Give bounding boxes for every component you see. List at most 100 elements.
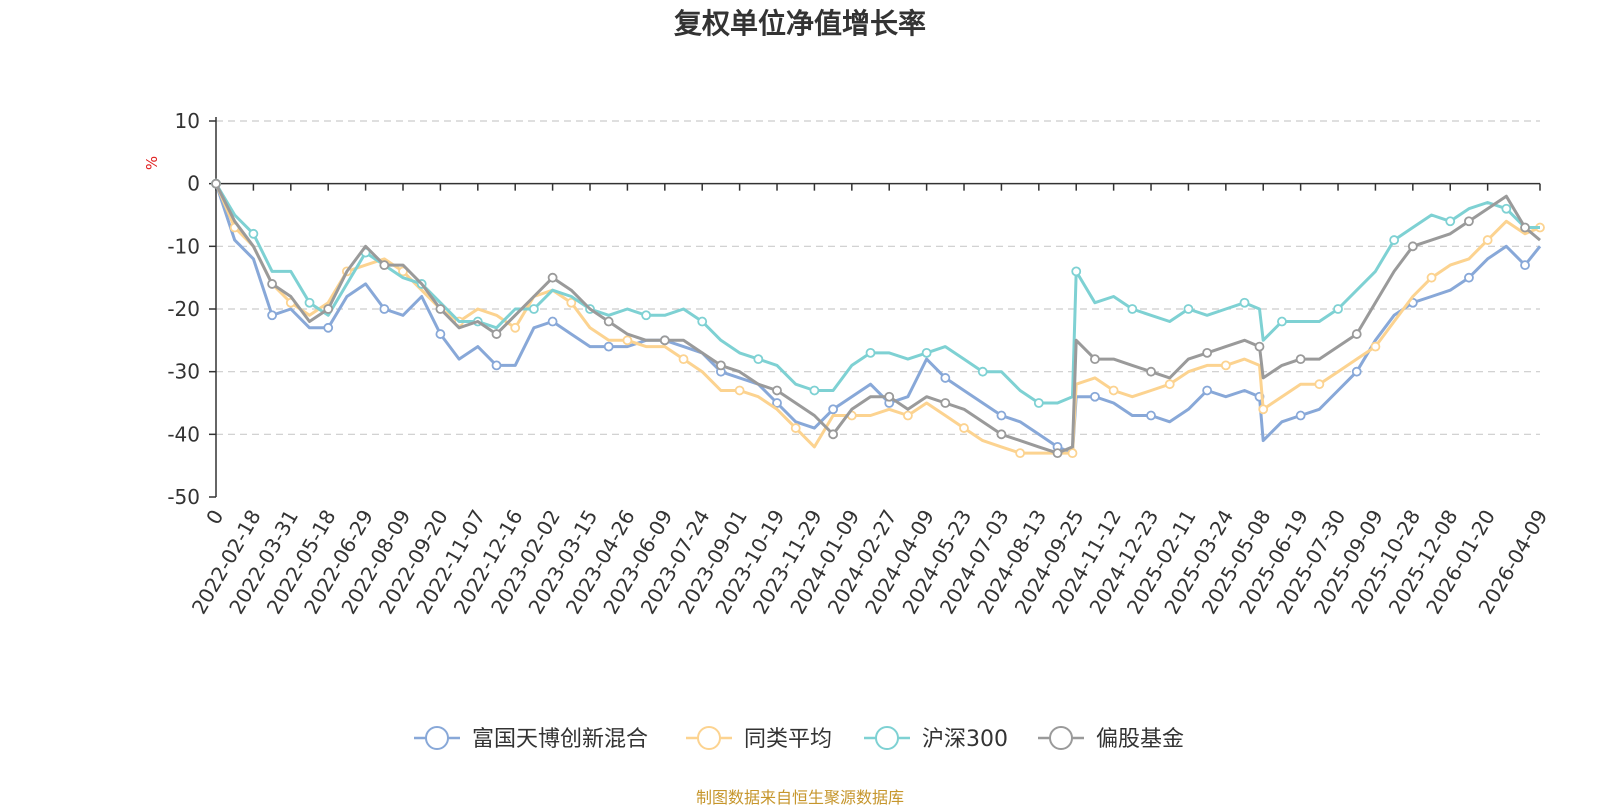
data-point	[1090, 354, 1100, 365]
data-point	[1351, 329, 1362, 339]
legend-label: 偏股基金	[1096, 727, 1184, 752]
data-point	[1067, 448, 1078, 459]
series-lines	[211, 178, 1545, 459]
data-point	[398, 266, 408, 277]
data-point	[996, 429, 1007, 440]
data-point	[1239, 297, 1250, 308]
data-point	[977, 366, 988, 377]
data-point	[1202, 385, 1213, 396]
data-point	[940, 398, 951, 408]
data-point	[903, 410, 913, 421]
data-point	[659, 335, 670, 346]
data-point	[1520, 260, 1530, 271]
legend-label: 沪深300	[922, 727, 1008, 752]
data-point	[734, 385, 745, 396]
source-note: 制图数据来自恒生聚源数据库	[695, 788, 904, 807]
data-point	[323, 304, 334, 314]
legend-item[interactable]: 沪深300	[864, 726, 1008, 752]
data-point	[1071, 266, 1082, 277]
data-point	[1015, 448, 1026, 459]
series-line	[214, 183, 1541, 455]
data-point	[603, 341, 614, 352]
data-point	[547, 316, 558, 327]
legend-item[interactable]: 富国天博创新混合	[414, 726, 648, 752]
legend[interactable]: 富国天博创新混合 同类平均 沪深300 偏股基金	[414, 726, 1184, 752]
data-point	[267, 279, 278, 289]
data-point	[1445, 216, 1456, 227]
data-point	[1146, 410, 1156, 421]
legend-marker	[425, 726, 449, 750]
legend-item[interactable]: 偏股基金	[1038, 726, 1184, 752]
data-point	[603, 316, 614, 327]
y-tick-label: -50	[167, 485, 200, 509]
y-tick-label: -30	[167, 360, 200, 384]
data-point	[491, 329, 502, 339]
data-point	[1426, 272, 1437, 283]
data-point	[1520, 222, 1530, 233]
data-point	[865, 347, 876, 358]
data-point	[1033, 398, 1044, 408]
chart-title: 复权单位净值增长率	[673, 7, 926, 40]
data-point	[828, 404, 839, 415]
legend-label: 富国天博创新混合	[472, 727, 648, 752]
axes: 100-10-20-30-40-50%02022-02-182022-03-31…	[143, 109, 1552, 618]
data-point	[641, 310, 652, 321]
data-point	[1183, 304, 1194, 314]
data-point	[547, 272, 558, 283]
data-point	[435, 329, 446, 339]
data-point	[716, 360, 726, 371]
legend-marker	[1049, 726, 1073, 750]
data-point	[1407, 241, 1418, 252]
data-point	[940, 373, 951, 383]
data-point	[1277, 316, 1287, 327]
data-point	[772, 385, 782, 396]
x-tick-label: 0	[201, 506, 228, 529]
data-point	[828, 429, 839, 440]
data-point	[809, 385, 820, 396]
data-point	[379, 304, 390, 314]
data-point	[772, 398, 782, 408]
series-line	[214, 183, 1542, 455]
data-point	[491, 360, 502, 371]
data-point	[1295, 354, 1306, 365]
data-point	[510, 322, 521, 333]
data-point	[435, 304, 446, 314]
data-point	[1333, 304, 1343, 314]
data-point	[1258, 404, 1269, 415]
data-point	[1254, 341, 1265, 352]
data-point	[959, 423, 969, 433]
data-point	[1052, 448, 1063, 459]
data-point	[1314, 379, 1325, 390]
data-point	[1108, 385, 1119, 396]
data-point	[697, 316, 708, 327]
y-tick-label: -40	[167, 422, 200, 446]
data-point	[1464, 216, 1474, 227]
data-point	[996, 410, 1007, 421]
data-point	[1370, 341, 1381, 352]
data-point	[1482, 235, 1493, 245]
data-point	[529, 304, 539, 314]
data-point	[248, 228, 259, 239]
data-point	[379, 260, 390, 271]
data-point	[1501, 203, 1512, 214]
data-point	[622, 335, 633, 346]
data-point	[211, 178, 221, 189]
data-point	[1295, 410, 1306, 421]
data-point	[1220, 360, 1231, 371]
data-point	[1127, 304, 1138, 314]
legend-label: 同类平均	[744, 727, 832, 752]
y-axis-unit: %	[143, 156, 161, 170]
data-point	[753, 354, 764, 365]
data-point	[884, 391, 895, 402]
data-point	[921, 347, 932, 358]
data-point	[1351, 366, 1362, 377]
data-point	[678, 354, 689, 365]
data-point	[267, 310, 278, 321]
data-point	[566, 297, 577, 308]
y-tick-label: -20	[167, 297, 200, 321]
data-point	[1164, 379, 1175, 390]
data-point	[1146, 366, 1156, 377]
data-point	[323, 322, 334, 333]
legend-item[interactable]: 同类平均	[686, 726, 832, 752]
